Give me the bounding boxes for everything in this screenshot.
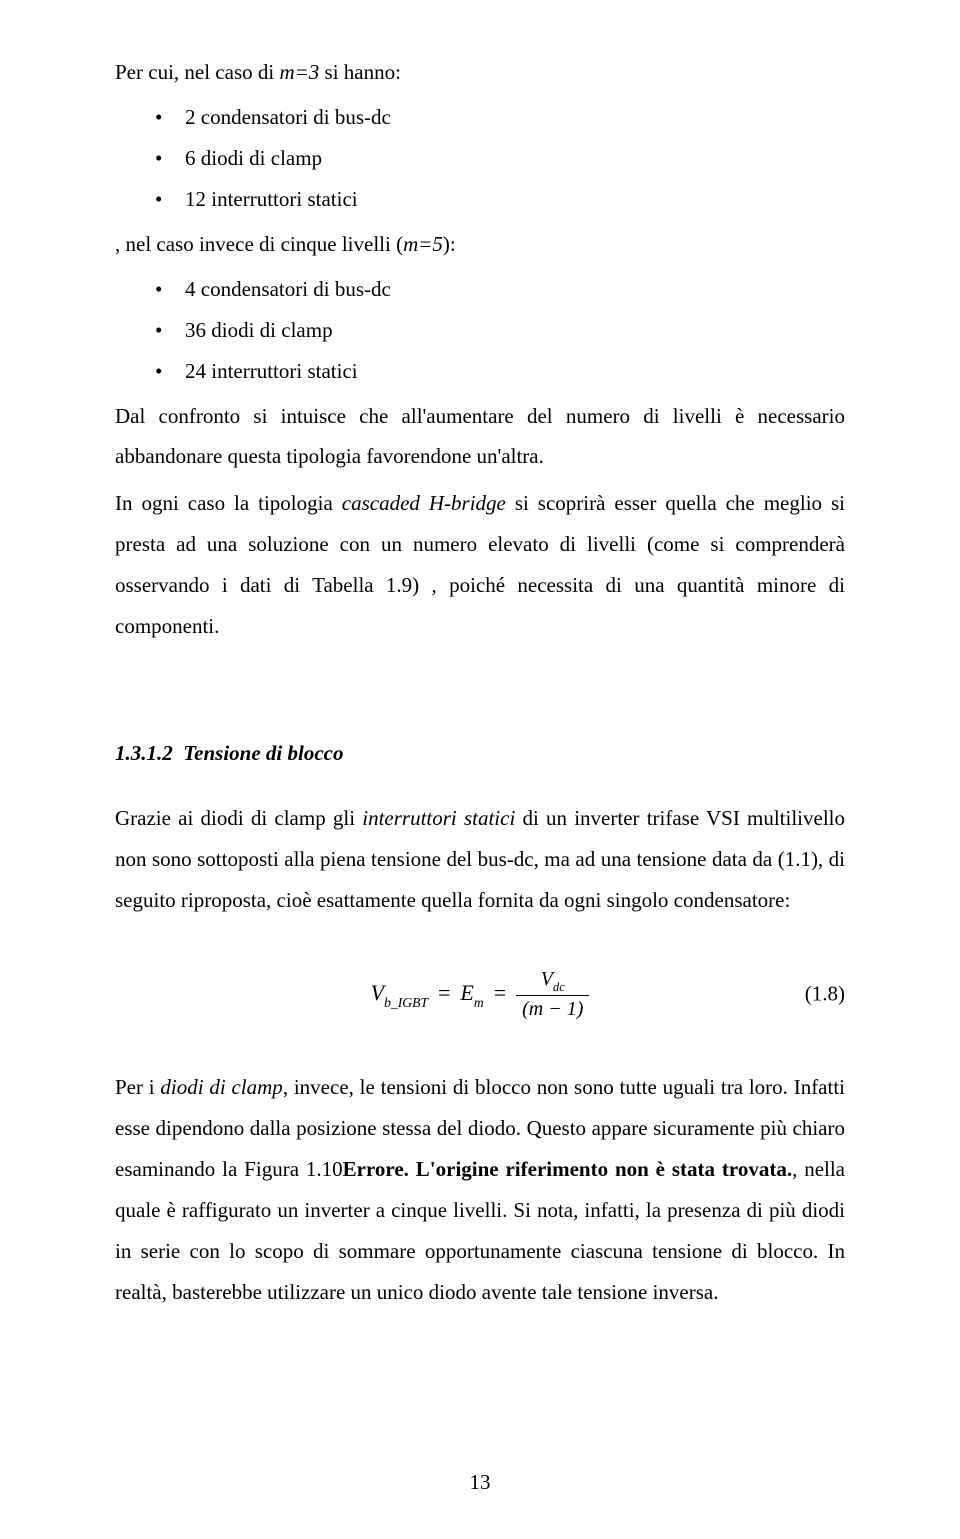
list-item: 2 condensatori di bus-dc — [155, 97, 845, 138]
eq-frac-num: Vdc — [535, 968, 571, 996]
eq-frac-den: (m − 1) — [516, 995, 589, 1020]
heading-text: Tensione di blocco — [183, 741, 343, 765]
eq-lhs: Vb_IGBT — [371, 972, 428, 1015]
equation-row: Vb_IGBT = Em = Vdc (m − 1) (1.8) — [115, 959, 845, 1029]
eq-V: V — [371, 980, 384, 1005]
eq-frac-num-V: V — [541, 968, 553, 990]
para4-pre: Per i — [115, 1075, 160, 1099]
eq-E: E — [460, 980, 473, 1005]
paragraph-confronto: Dal confronto si intuisce che all'aument… — [115, 396, 845, 478]
para2-em: cascaded H-bridge — [342, 491, 506, 515]
eq-mid: Em — [460, 972, 483, 1015]
mid-pre: , nel caso invece di cinque livelli ( — [115, 232, 403, 256]
spacer — [115, 653, 845, 687]
list-m3: 2 condensatori di bus-dc 6 diodi di clam… — [155, 97, 845, 220]
list-item: 6 diodi di clamp — [155, 138, 845, 179]
eq-equals-1: = — [438, 972, 450, 1015]
equation: Vb_IGBT = Em = Vdc (m − 1) — [371, 968, 590, 1021]
intro-paragraph: Per cui, nel caso di m=3 si hanno: — [115, 52, 845, 93]
paragraph-cascaded: In ogni caso la tipologia cascaded H-bri… — [115, 483, 845, 647]
para3-pre: Grazie ai diodi di clamp gli — [115, 806, 362, 830]
eq-lhs-sub: b_IGBT — [384, 995, 428, 1010]
page-number: 13 — [0, 1462, 960, 1503]
list-item: 4 condensatori di bus-dc — [155, 269, 845, 310]
list-item: 36 diodi di clamp — [155, 310, 845, 351]
eq-mid-sub: m — [474, 995, 484, 1010]
list-item: 12 interruttori statici — [155, 179, 845, 220]
heading-number: 1.3.1.2 — [115, 741, 173, 765]
paragraph-grazie: Grazie ai diodi di clamp gli interruttor… — [115, 798, 845, 921]
mid-m5: m=5 — [403, 232, 443, 256]
para3-em: interruttori statici — [362, 806, 515, 830]
mid-line: , nel caso invece di cinque livelli (m=5… — [115, 224, 845, 265]
list-item: 24 interruttori statici — [155, 351, 845, 392]
eq-fraction: Vdc (m − 1) — [516, 968, 589, 1021]
eq-equals-2: = — [494, 972, 506, 1015]
intro-text: Per cui, nel caso di — [115, 60, 279, 84]
eq-frac-num-sub: dc — [553, 980, 565, 994]
para4-em: diodi di clamp — [160, 1075, 282, 1099]
paragraph-diodi-clamp: Per i diodi di clamp, invece, le tension… — [115, 1067, 845, 1313]
para4-error-bold: Errore. L'origine riferimento non è stat… — [343, 1157, 792, 1181]
page: Per cui, nel caso di m=3 si hanno: 2 con… — [0, 0, 960, 1539]
mid-post: ): — [443, 232, 456, 256]
intro-tail: si hanno: — [319, 60, 401, 84]
equation-number: (1.8) — [805, 973, 845, 1014]
section-heading: 1.3.1.2 Tensione di blocco — [115, 733, 845, 774]
intro-m3: m=3 — [279, 60, 319, 84]
para2-pre: In ogni caso la tipologia — [115, 491, 342, 515]
list-m5: 4 condensatori di bus-dc 36 diodi di cla… — [155, 269, 845, 392]
